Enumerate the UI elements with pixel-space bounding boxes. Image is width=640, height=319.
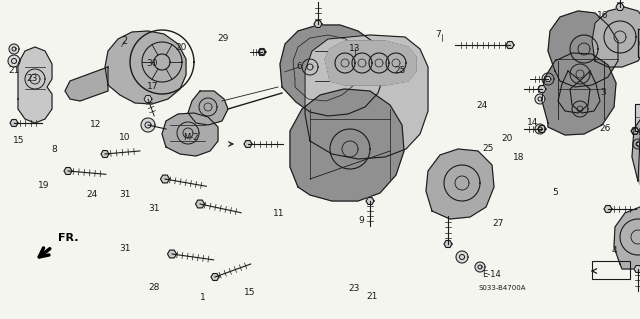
Polygon shape <box>570 71 600 113</box>
Text: 1: 1 <box>200 293 205 302</box>
Polygon shape <box>638 29 640 57</box>
Polygon shape <box>65 67 108 101</box>
Text: 23: 23 <box>26 74 38 83</box>
Polygon shape <box>144 95 152 102</box>
Polygon shape <box>632 103 640 187</box>
Polygon shape <box>631 128 639 135</box>
Polygon shape <box>444 241 452 248</box>
Text: S033-B4700A: S033-B4700A <box>479 285 526 291</box>
Polygon shape <box>614 207 640 269</box>
Polygon shape <box>9 44 19 54</box>
Text: E-14: E-14 <box>482 271 501 279</box>
Text: 7: 7 <box>436 30 441 39</box>
Text: 4: 4 <box>612 246 617 255</box>
Text: 31: 31 <box>148 204 159 213</box>
Polygon shape <box>538 126 546 132</box>
Polygon shape <box>18 47 52 123</box>
Polygon shape <box>538 85 546 93</box>
Text: 31: 31 <box>120 190 131 199</box>
Polygon shape <box>244 141 252 147</box>
Polygon shape <box>188 91 228 125</box>
Polygon shape <box>632 128 639 134</box>
Polygon shape <box>426 149 494 219</box>
Text: 20: 20 <box>502 134 513 143</box>
Polygon shape <box>506 41 514 48</box>
Polygon shape <box>604 205 612 212</box>
Polygon shape <box>258 48 266 56</box>
Text: 23: 23 <box>348 284 360 293</box>
Text: 3: 3 <box>600 88 605 97</box>
Polygon shape <box>592 7 640 67</box>
Polygon shape <box>633 139 640 149</box>
Text: 15: 15 <box>13 136 25 145</box>
Text: 19: 19 <box>38 181 49 189</box>
Polygon shape <box>535 124 545 134</box>
Polygon shape <box>161 175 170 183</box>
Text: 25: 25 <box>394 66 406 75</box>
Text: 21: 21 <box>367 292 378 300</box>
Text: 17: 17 <box>147 82 158 91</box>
Polygon shape <box>456 251 468 263</box>
Text: 13: 13 <box>349 44 361 53</box>
Text: 24: 24 <box>86 190 97 199</box>
Polygon shape <box>616 4 624 11</box>
Text: 12: 12 <box>90 120 102 129</box>
Polygon shape <box>8 55 20 67</box>
Text: 20: 20 <box>175 43 187 52</box>
Polygon shape <box>475 262 485 272</box>
Text: 18: 18 <box>513 153 524 162</box>
Text: 25: 25 <box>482 145 493 153</box>
Polygon shape <box>314 20 322 27</box>
Text: 28: 28 <box>148 283 159 292</box>
Polygon shape <box>542 53 616 135</box>
Text: 16: 16 <box>597 11 609 20</box>
Text: 10: 10 <box>119 133 131 142</box>
Text: 14: 14 <box>527 118 539 127</box>
Text: FR.: FR. <box>58 233 79 243</box>
Polygon shape <box>290 89 404 201</box>
Text: 29: 29 <box>217 34 228 43</box>
Text: 9: 9 <box>358 216 364 225</box>
Text: 15: 15 <box>244 288 255 297</box>
Polygon shape <box>162 113 218 156</box>
Polygon shape <box>366 197 374 204</box>
Polygon shape <box>64 167 72 174</box>
Polygon shape <box>195 200 205 208</box>
Text: 24: 24 <box>476 101 488 110</box>
Polygon shape <box>634 265 640 272</box>
Text: 31: 31 <box>119 244 131 253</box>
Polygon shape <box>280 25 384 116</box>
Text: 30: 30 <box>147 59 158 68</box>
Text: 2: 2 <box>122 36 128 47</box>
Text: 27: 27 <box>492 219 504 228</box>
Text: 26: 26 <box>600 124 611 133</box>
Text: M-2: M-2 <box>183 133 198 142</box>
Text: 8: 8 <box>52 145 57 154</box>
Polygon shape <box>637 141 640 147</box>
Polygon shape <box>101 151 109 158</box>
Polygon shape <box>10 120 18 126</box>
Polygon shape <box>542 73 554 85</box>
Text: 11: 11 <box>273 209 284 218</box>
Polygon shape <box>259 49 265 55</box>
Polygon shape <box>325 41 416 85</box>
Polygon shape <box>168 250 177 258</box>
Polygon shape <box>141 118 155 132</box>
Polygon shape <box>105 31 186 104</box>
Polygon shape <box>305 35 428 159</box>
Text: 6: 6 <box>297 63 302 71</box>
Polygon shape <box>635 104 640 131</box>
Polygon shape <box>545 77 551 82</box>
Text: 5: 5 <box>553 188 558 197</box>
Polygon shape <box>548 11 618 87</box>
Polygon shape <box>558 71 590 113</box>
Text: 21: 21 <box>8 66 20 75</box>
Polygon shape <box>535 94 545 104</box>
Polygon shape <box>211 273 219 280</box>
